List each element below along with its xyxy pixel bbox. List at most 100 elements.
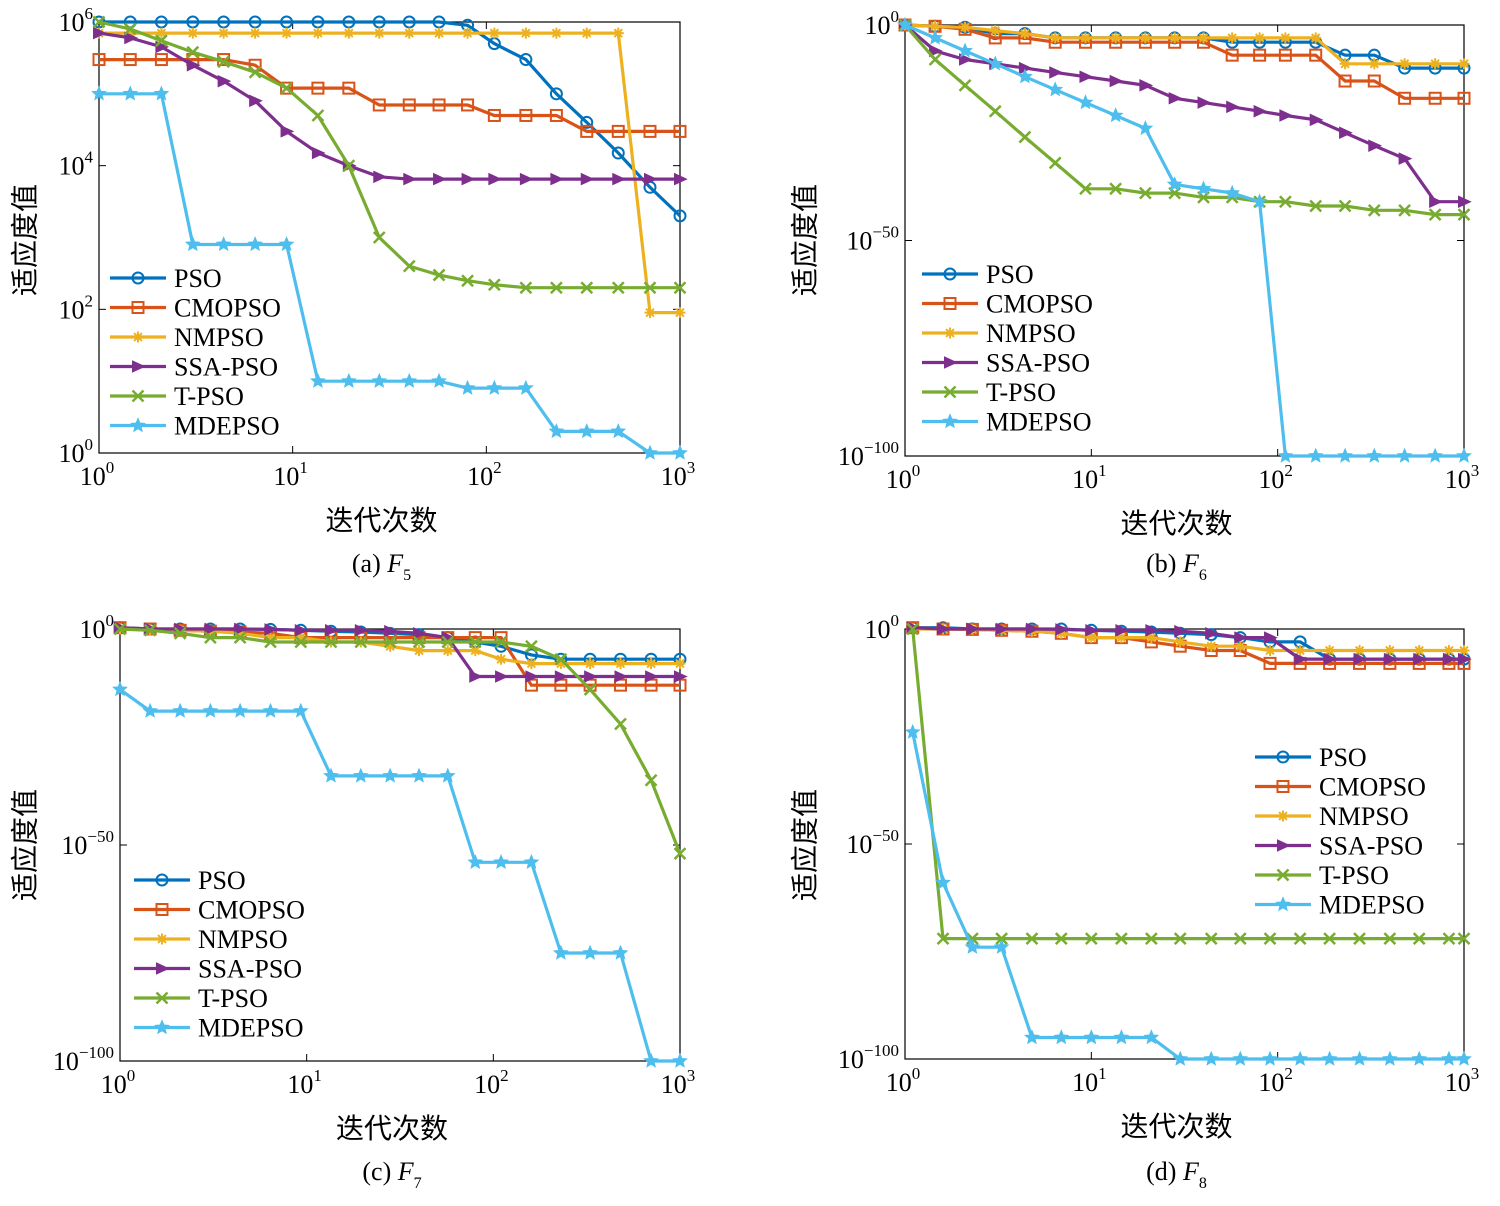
data-point bbox=[897, 17, 913, 32]
data-point bbox=[292, 702, 309, 718]
x-tick-exponent: 0 bbox=[127, 1066, 136, 1085]
x-tick-exponent: 0 bbox=[106, 458, 115, 477]
data-point bbox=[1337, 447, 1353, 463]
x-tick-base: 10 bbox=[467, 462, 493, 491]
data-point bbox=[580, 281, 594, 295]
data-point bbox=[1351, 1050, 1368, 1066]
data-point bbox=[550, 281, 563, 295]
data-point bbox=[1277, 447, 1294, 463]
y-tick-base: 10 bbox=[53, 1047, 79, 1076]
data-point bbox=[488, 172, 503, 186]
data-point bbox=[525, 658, 537, 670]
panel-caption-symbol: F bbox=[1182, 1157, 1200, 1186]
x-tick-exponent: 0 bbox=[912, 461, 921, 480]
data-point bbox=[1145, 624, 1160, 637]
y-tick-exponent: 6 bbox=[85, 4, 94, 23]
data-point bbox=[1384, 645, 1396, 656]
data-point bbox=[248, 65, 262, 79]
legend-item: SSA-PSO bbox=[922, 349, 1090, 378]
series-mdepso bbox=[112, 681, 688, 1068]
legend-item: NMPSO bbox=[134, 925, 288, 954]
data-point bbox=[555, 658, 567, 670]
x-axis-label: 迭代次数 bbox=[336, 1113, 448, 1145]
x-tick-exponent: 1 bbox=[1098, 461, 1107, 480]
data-point bbox=[582, 944, 599, 960]
data-point bbox=[1429, 58, 1441, 70]
panel-caption-label: (a) bbox=[352, 549, 387, 578]
data-point bbox=[1145, 632, 1157, 644]
y-tick-exponent: −100 bbox=[864, 438, 899, 457]
data-point bbox=[1428, 91, 1442, 105]
data-point bbox=[264, 632, 276, 644]
x-tick-base: 10 bbox=[661, 1070, 687, 1099]
x-tick-exponent: 3 bbox=[1471, 461, 1480, 480]
y-tick-base: 10 bbox=[59, 439, 85, 468]
data-point bbox=[519, 108, 533, 122]
data-point bbox=[294, 624, 309, 637]
y-tick-exponent: −100 bbox=[79, 1043, 114, 1062]
data-point bbox=[373, 170, 387, 184]
data-point bbox=[1113, 1029, 1130, 1045]
data-point bbox=[1204, 932, 1218, 945]
legend-label: SSA-PSO bbox=[986, 349, 1090, 378]
legend-item: T-PSO bbox=[134, 984, 268, 1013]
data-point bbox=[173, 626, 187, 640]
data-point bbox=[580, 115, 594, 129]
data-point bbox=[554, 670, 569, 683]
data-point bbox=[1079, 32, 1091, 44]
data-point bbox=[1457, 91, 1471, 105]
y-tick-exponent: 0 bbox=[85, 435, 94, 454]
data-point bbox=[1262, 1050, 1278, 1066]
data-point bbox=[525, 670, 540, 683]
data-point bbox=[234, 622, 248, 636]
data-point bbox=[153, 85, 170, 101]
x-tick-base: 10 bbox=[273, 462, 299, 491]
data-point bbox=[1054, 932, 1068, 945]
x-tick-exponent: 3 bbox=[1471, 1064, 1480, 1083]
data-point bbox=[1049, 66, 1063, 79]
y-tick-exponent: 4 bbox=[85, 148, 94, 167]
data-point bbox=[1338, 74, 1352, 88]
y-tick-base: 10 bbox=[59, 295, 85, 324]
x-tick-base: 10 bbox=[287, 1070, 313, 1099]
data-point bbox=[674, 172, 688, 186]
data-point bbox=[1085, 624, 1100, 637]
x-tick-label: 102 bbox=[467, 458, 502, 491]
legend-marker bbox=[1276, 780, 1290, 793]
data-point bbox=[1251, 193, 1268, 209]
data-point bbox=[645, 658, 657, 670]
data-point bbox=[342, 159, 356, 173]
series-ssa-pso bbox=[906, 621, 1472, 666]
data-point bbox=[995, 622, 1010, 636]
data-point bbox=[1354, 645, 1366, 656]
x-tick-base: 10 bbox=[1072, 1068, 1098, 1097]
data-point bbox=[461, 172, 476, 186]
data-point bbox=[323, 767, 339, 783]
legend-marker bbox=[156, 933, 168, 945]
data-point bbox=[988, 104, 1002, 118]
data-point bbox=[413, 645, 425, 657]
data-point bbox=[959, 21, 971, 33]
data-point bbox=[1137, 120, 1154, 136]
data-point bbox=[937, 622, 951, 636]
data-point bbox=[611, 124, 625, 138]
y-tick-base: 10 bbox=[865, 11, 891, 40]
x-tick-label: 102 bbox=[1258, 461, 1293, 494]
y-tick-base: 10 bbox=[846, 830, 872, 859]
x-tick-base: 10 bbox=[1258, 1068, 1284, 1097]
panel-caption-symbol: F bbox=[397, 1157, 415, 1186]
data-point bbox=[402, 259, 416, 273]
series-mdepso bbox=[91, 85, 688, 460]
legend-label: PSO bbox=[174, 264, 222, 293]
x-tick-base: 10 bbox=[661, 462, 687, 491]
y-tick-label: 100 bbox=[865, 7, 900, 40]
data-point bbox=[1411, 1050, 1428, 1066]
y-tick-exponent: −100 bbox=[864, 1041, 899, 1060]
data-point bbox=[1398, 152, 1413, 165]
data-point bbox=[442, 645, 454, 657]
data-point bbox=[673, 124, 687, 138]
data-point bbox=[580, 172, 595, 186]
data-point bbox=[550, 172, 565, 186]
data-point bbox=[552, 944, 569, 960]
chart-panel-3: 100 101 102 10310−10010−50100PSOCMOPSONMPSO… bbox=[9, 611, 695, 1192]
